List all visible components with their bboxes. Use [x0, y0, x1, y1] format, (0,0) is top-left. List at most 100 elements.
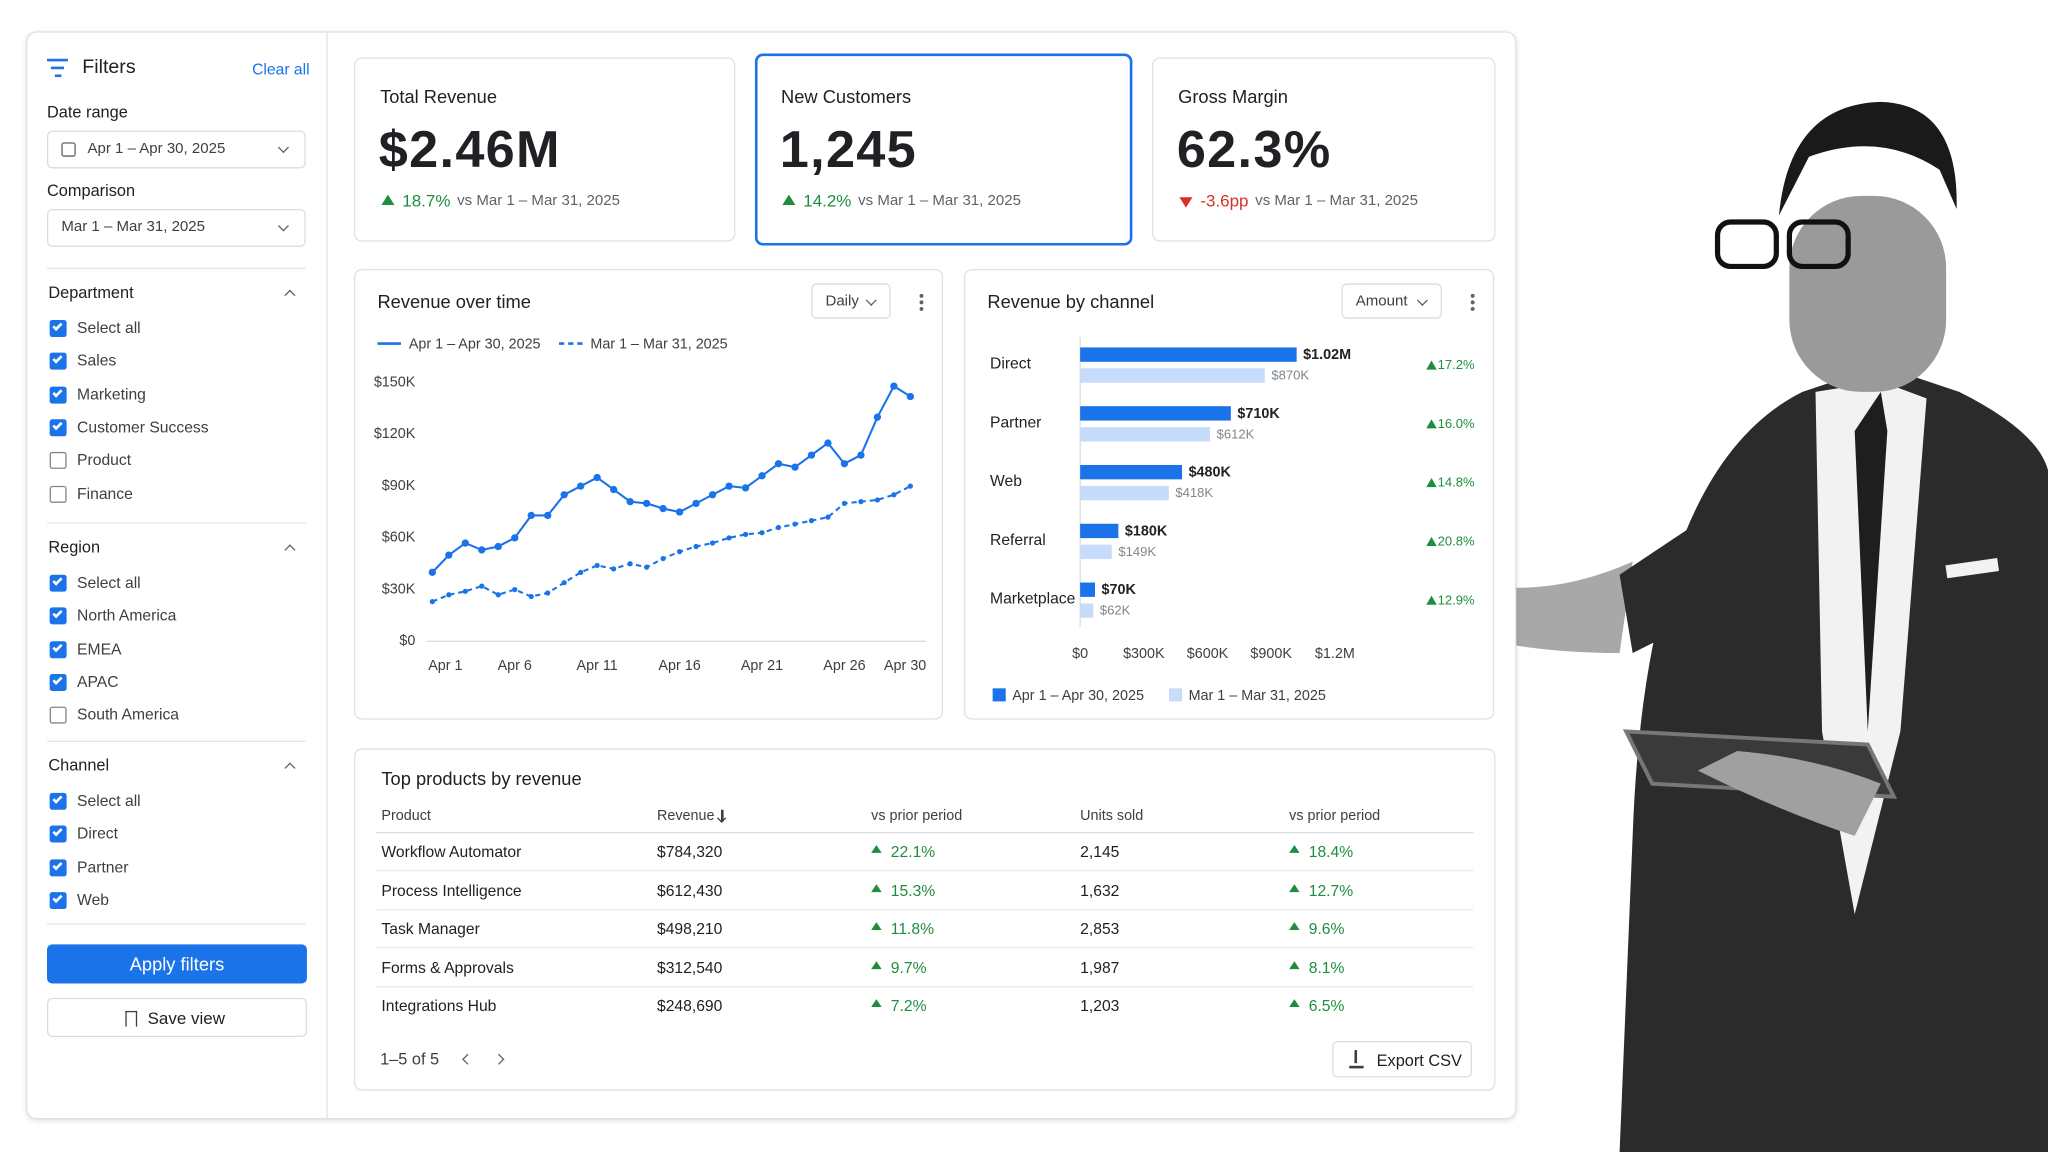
trend-icon: [782, 194, 796, 206]
column-header[interactable]: vs prior period: [1289, 808, 1381, 825]
section-title: Channel: [48, 756, 110, 775]
checkbox[interactable]: [49, 607, 67, 625]
hand: [1697, 751, 1881, 836]
divider: [47, 522, 306, 524]
checkbox[interactable]: [49, 574, 67, 592]
chart-control[interactable]: Amount: [1341, 283, 1442, 319]
table-cell: 12.7%: [1308, 880, 1354, 900]
checkbox[interactable]: [49, 673, 67, 691]
comparison-select[interactable]: Mar 1 – Mar 31, 2025: [47, 208, 306, 247]
apply-button[interactable]: Apply filters: [47, 944, 307, 984]
section-title: Region: [48, 538, 101, 557]
table-cell: 18.4%: [1308, 842, 1354, 861]
checkbox[interactable]: [49, 792, 67, 810]
hair: [1778, 101, 1957, 216]
check-mark: [52, 674, 63, 685]
kpi-change: 14.2%: [803, 190, 852, 211]
row-rule: [376, 869, 1474, 872]
checkbox-label: Select all: [77, 791, 141, 810]
divider: [47, 740, 306, 742]
column-header[interactable]: Product: [381, 808, 431, 825]
more-icon[interactable]: [1470, 300, 1475, 305]
trend-icon: [871, 922, 882, 930]
kpi-comparison: vs Mar 1 – Mar 31, 2025: [457, 193, 620, 209]
comparison-value: Mar 1 – Mar 31, 2025: [61, 219, 205, 236]
checkbox[interactable]: [49, 858, 67, 876]
column-header[interactable]: vs prior period: [871, 808, 963, 825]
trend-icon: [1289, 883, 1300, 892]
checkbox[interactable]: [49, 640, 67, 658]
table-cell: 1,632: [1080, 880, 1120, 900]
check-mark: [52, 892, 63, 903]
checkbox-label: Select all: [77, 573, 141, 592]
checkbox-label: Product: [77, 450, 132, 470]
checkbox[interactable]: [49, 319, 67, 337]
checkbox-label: Web: [77, 890, 110, 909]
divider: [47, 923, 306, 925]
kpi-comparison: vs Mar 1 – Mar 31, 2025: [1255, 193, 1418, 209]
table-cell: 2,853: [1080, 919, 1120, 938]
table-cell: $784,320: [656, 842, 723, 861]
trend-icon: [871, 999, 882, 1008]
more-icon[interactable]: [919, 300, 924, 305]
table-card: [353, 748, 1496, 1091]
kpi-card[interactable]: [353, 57, 736, 242]
row-rule: [376, 985, 1474, 987]
checkbox[interactable]: [49, 891, 67, 909]
checkbox[interactable]: [49, 353, 67, 371]
kpi-card[interactable]: [754, 53, 1133, 246]
checkbox-label: Sales: [77, 351, 117, 371]
column-header[interactable]: Revenue: [656, 808, 715, 825]
clear-all[interactable]: Clear all: [252, 60, 310, 79]
checkbox-label: Select all: [77, 318, 141, 337]
sidebar-divider: [326, 32, 328, 1119]
kpi-card[interactable]: [1151, 57, 1496, 242]
trend-icon: [871, 883, 882, 892]
column-header[interactable]: Units sold: [1080, 808, 1144, 825]
date-value: Apr 1 – Apr 30, 2025: [87, 141, 226, 157]
checkbox[interactable]: [49, 419, 67, 437]
table-cell: Integrations Hub: [381, 996, 497, 1015]
more-icon: [1470, 293, 1475, 298]
trend-icon: [871, 845, 882, 853]
section-title: Department: [48, 283, 134, 302]
checkbox-label: South America: [77, 705, 179, 724]
download-icon: [1349, 1065, 1364, 1068]
kpi-value: 1,245: [779, 121, 918, 179]
row-rule: [376, 908, 1474, 910]
more-icon: [919, 293, 924, 298]
save-button[interactable]: Save view: [47, 997, 307, 1038]
checkbox[interactable]: [49, 452, 67, 470]
table-cell: $612,430: [656, 880, 723, 900]
more-icon: [919, 306, 924, 311]
table-title: Top products by revenue: [381, 767, 582, 789]
face: [1789, 195, 1947, 392]
checkbox[interactable]: [49, 485, 67, 503]
download-icon: [1354, 1050, 1357, 1064]
check-mark: [52, 826, 63, 837]
checkbox[interactable]: [49, 706, 67, 724]
chart-control[interactable]: Daily: [811, 283, 891, 319]
table-cell: 6.5%: [1308, 996, 1345, 1015]
date-select[interactable]: Apr 1 – Apr 30, 2025: [47, 130, 306, 169]
header-rule: [376, 831, 1474, 834]
chart-card: [963, 269, 1495, 720]
kpi-title: Total Revenue: [380, 86, 497, 108]
checkbox[interactable]: [49, 386, 67, 404]
checkbox[interactable]: [49, 825, 67, 843]
export-label: Export CSV: [1376, 1051, 1462, 1070]
table-cell: Forms & Approvals: [381, 958, 514, 977]
sort-icon: [720, 809, 723, 822]
calendar-icon: [61, 142, 76, 157]
trend-icon: [1289, 999, 1300, 1008]
checkbox-label: Customer Success: [77, 417, 209, 437]
filter-icon: [54, 74, 62, 78]
export-button[interactable]: Export CSV: [1332, 1040, 1472, 1078]
glasses: [1786, 219, 1851, 270]
table-cell: 22.1%: [890, 842, 936, 861]
kpi-change: 18.7%: [402, 190, 451, 211]
checkbox-label: APAC: [77, 672, 119, 691]
pagination: 1–5 of 5: [380, 1050, 440, 1069]
